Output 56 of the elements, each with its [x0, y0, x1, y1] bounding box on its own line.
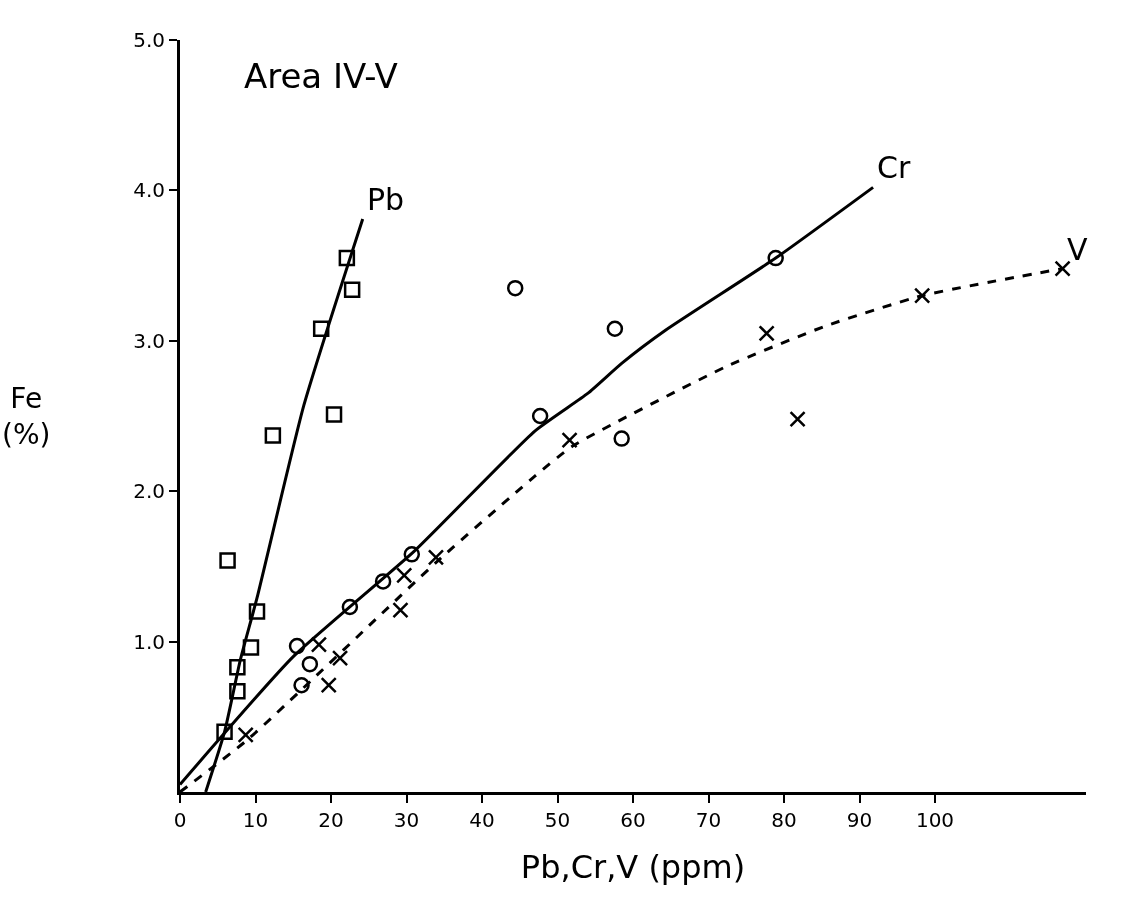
y-tick-label: 3.0 [133, 328, 165, 353]
point [613, 430, 630, 447]
point [913, 287, 931, 304]
point [1054, 260, 1071, 277]
x-tick-label: 10 [242, 808, 269, 832]
point [264, 427, 282, 444]
point [325, 406, 343, 423]
point [331, 649, 349, 667]
point [767, 249, 784, 267]
point [242, 639, 260, 656]
x-axis-title: Pb,Cr,V (ppm) [520, 847, 746, 886]
y-tick-label: 5.0 [133, 28, 165, 52]
point [561, 431, 578, 449]
point [395, 567, 413, 584]
point [219, 552, 236, 569]
y-axis-title: Fe (%) [2, 382, 51, 452]
y-tick-label: 2.0 [133, 479, 165, 504]
point [531, 407, 549, 425]
x-tick-label: 0 [173, 808, 187, 832]
point [320, 676, 337, 694]
point [374, 573, 392, 590]
point [237, 726, 254, 744]
x-tick-label: 50 [544, 808, 571, 832]
series-label: V [1067, 232, 1088, 267]
point [343, 281, 361, 298]
point [310, 636, 328, 653]
point [301, 655, 319, 673]
x-tick-label: 60 [620, 808, 646, 832]
point [248, 603, 266, 620]
point [229, 682, 246, 700]
y-tick-label: 4.0 [133, 178, 165, 203]
point [506, 279, 524, 297]
x-tick-label: 100 [915, 808, 955, 832]
point [392, 601, 409, 619]
x-tick-label: 40 [469, 808, 495, 832]
text: Area IV-V [243, 56, 398, 97]
point [229, 658, 246, 676]
point [288, 637, 306, 655]
point [341, 598, 359, 616]
x-tick-label: 20 [318, 808, 344, 832]
point [338, 249, 356, 267]
x-tick-label: 90 [846, 808, 873, 832]
point [403, 546, 421, 563]
x-tick-label: 70 [695, 808, 722, 832]
series-label: Pb [367, 182, 405, 217]
series-label: Cr [877, 150, 911, 185]
point [758, 325, 775, 342]
point [312, 320, 330, 338]
y-tick-label: 1.0 [133, 629, 165, 654]
point [789, 410, 806, 428]
point [216, 723, 233, 741]
point [427, 549, 445, 566]
point [606, 320, 624, 338]
x-tick-label: 30 [393, 808, 420, 832]
x-tick-label: 80 [771, 808, 797, 832]
point [293, 676, 310, 694]
